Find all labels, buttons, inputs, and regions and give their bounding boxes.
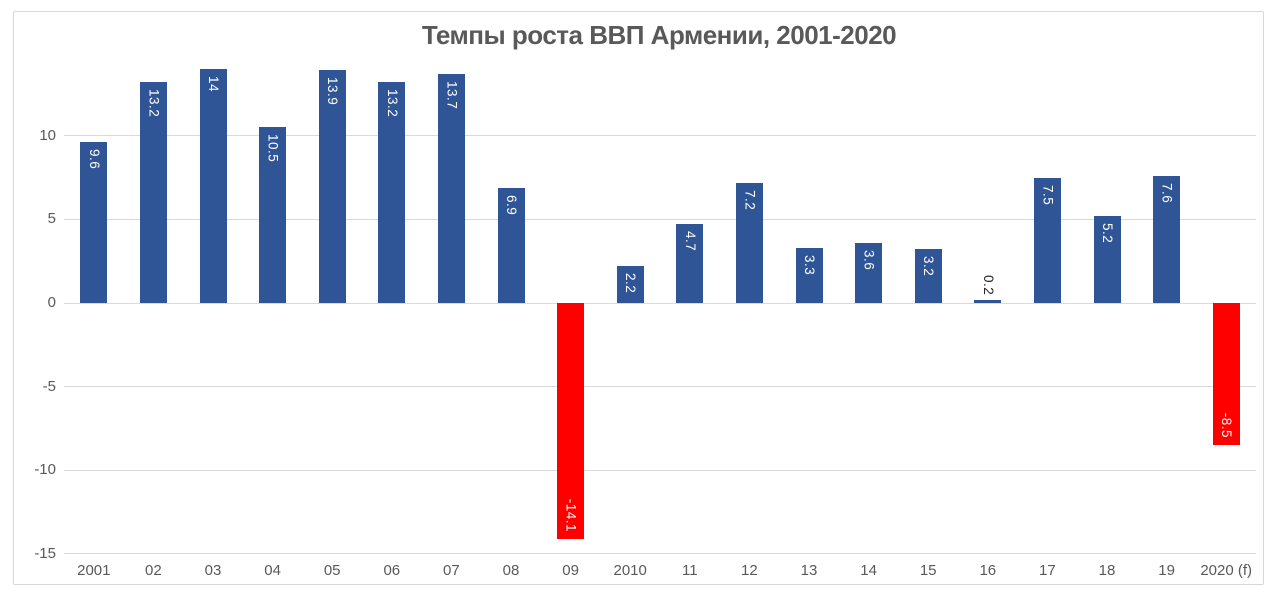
bar [855, 242, 883, 303]
x-axis-tick-label: 09 [562, 562, 579, 579]
x-axis-tick-label: 08 [502, 562, 520, 579]
bar [497, 187, 525, 303]
y-axis-tick-label: 10 [39, 126, 56, 144]
bar [914, 249, 942, 303]
x-axis-tick-label: 18 [1098, 562, 1116, 579]
bar-value-label: -14.1 [563, 498, 579, 532]
x-axis-tick-label: 11 [682, 562, 698, 579]
bar [735, 182, 763, 303]
bar [676, 224, 704, 303]
bar [259, 127, 287, 303]
y-axis-tick-label: 5 [47, 210, 56, 228]
x-axis-tick-label: 15 [919, 562, 937, 579]
bar-value-label: 7.6 [1159, 182, 1175, 204]
bar-value-label: 7.5 [1040, 184, 1056, 205]
chart-title: Темпы роста ВВП Армении, 2001-2020 [421, 20, 897, 50]
x-axis-tick-label: 03 [204, 562, 222, 579]
gridline [64, 469, 1256, 471]
bar-value-label: 0.2 [980, 275, 996, 296]
y-axis-tick-label: -5 [42, 377, 56, 395]
bar [795, 247, 823, 303]
x-axis-tick-label: 2020 (f) [1200, 562, 1253, 579]
gridline [64, 386, 1256, 388]
bar-value-label: 5.2 [1100, 223, 1115, 244]
y-axis-tick-label: 0 [47, 294, 56, 311]
bar-value-label: -8.5 [1219, 412, 1235, 439]
x-axis-tick-label: 2001 [77, 562, 111, 579]
bar-value-label: 6.9 [504, 194, 519, 215]
x-axis-tick-label: 16 [979, 562, 997, 579]
bar-value-label: 7.2 [742, 189, 758, 210]
y-axis-tick-label: -15 [34, 544, 56, 562]
bar-value-label: 13.9 [325, 77, 341, 106]
bar-value-label: 13.7 [444, 80, 460, 110]
x-axis-tick-label: 2010 [613, 562, 647, 579]
bar [437, 73, 465, 303]
x-axis-tick-label: 12 [741, 562, 758, 579]
bar [378, 82, 406, 303]
bar [80, 142, 108, 303]
x-axis-tick-label: 06 [383, 562, 401, 579]
bar [557, 303, 585, 539]
bar [1093, 216, 1121, 303]
bar [139, 82, 167, 303]
bar-value-label: 13.2 [384, 89, 400, 118]
gridline [64, 135, 1256, 137]
x-axis-tick-label: 07 [443, 562, 460, 579]
bar [1212, 303, 1240, 446]
bar-value-label: 2.2 [623, 273, 639, 294]
bar-value-label: 14 [206, 75, 221, 92]
bar-value-label: 3.6 [861, 249, 877, 271]
x-axis-tick-label: 05 [323, 562, 341, 579]
bar [616, 266, 644, 303]
bar-value-label: 13.2 [146, 89, 162, 118]
bar [974, 299, 1002, 303]
x-axis-tick-label: 13 [800, 562, 818, 579]
y-axis-tick-label: -10 [34, 461, 56, 479]
x-axis-tick-label: 19 [1158, 562, 1175, 579]
bar-value-label: 9.6 [86, 149, 102, 170]
bar-value-label: 10.5 [265, 134, 281, 163]
gridline [64, 302, 1256, 304]
bar [318, 70, 346, 303]
bar-value-label: 3.2 [921, 256, 937, 277]
bar [199, 68, 227, 303]
gridline [64, 218, 1256, 220]
x-axis-tick-label: 17 [1039, 562, 1056, 579]
x-axis-tick-label: 14 [860, 562, 877, 579]
x-axis-tick-label: 02 [145, 562, 162, 579]
x-axis-tick-label: 04 [264, 562, 281, 579]
bar-value-label: 4.7 [682, 231, 698, 252]
bar [1033, 177, 1061, 303]
bar-value-label: 3.3 [802, 254, 817, 276]
gridline [64, 553, 1256, 555]
bar [1153, 175, 1181, 303]
